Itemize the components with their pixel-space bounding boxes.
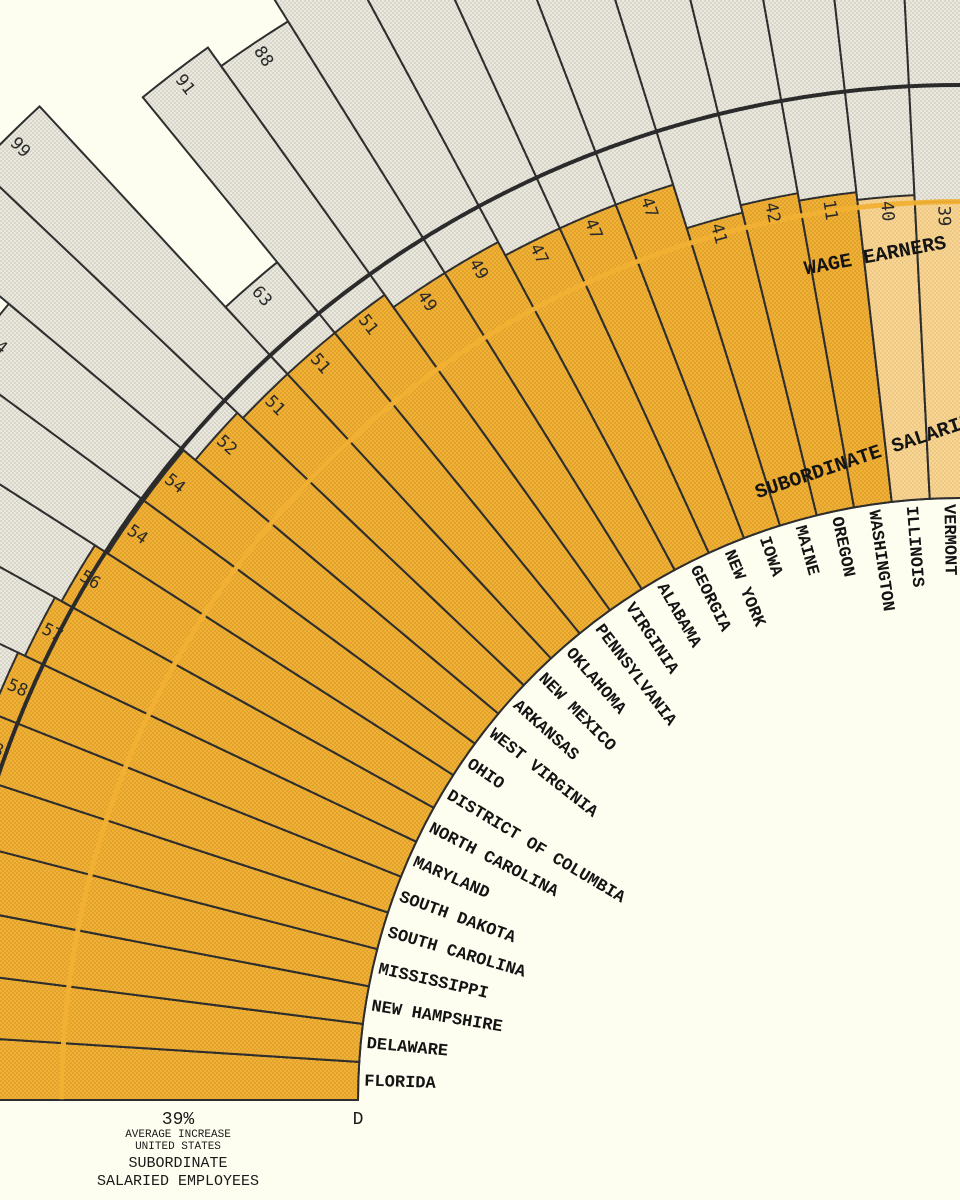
- salaried-bar-delaware: [0, 976, 364, 1063]
- state-label-maine: MAINE: [790, 524, 822, 578]
- state-label-delaware: DELAWARE: [366, 1035, 449, 1062]
- bars-layer: [0, 0, 960, 1101]
- salaried-bar-south-carolina: [0, 784, 390, 951]
- state-label-washington: WASHINGTON: [863, 509, 897, 613]
- average-value-label: 39%: [162, 1110, 195, 1130]
- salaried-value-vermont: 39: [933, 206, 953, 227]
- average-wage-arc: [0, 83, 960, 777]
- salaried-bar-south-dakota: [0, 715, 403, 914]
- average-line2: UNITED STATES: [135, 1141, 221, 1153]
- state-label-ohio: OHIO: [463, 756, 507, 795]
- average-line1: AVERAGE INCREASE: [125, 1129, 231, 1141]
- salaried-bar-florida: [0, 1038, 361, 1101]
- average-line3: SUBORDINATE: [128, 1155, 227, 1172]
- wage-value-west-virginia: 84: [0, 330, 11, 358]
- average-line4: SALARIED EMPLOYEES: [97, 1173, 259, 1190]
- overlay-layer: [0, 83, 960, 1101]
- average-salaried-arc: [59, 199, 960, 1101]
- salaried-bar-mississippi: [0, 850, 379, 988]
- state-label-vermont: VERMONT: [938, 504, 958, 576]
- salaried-bar-new-hampshire: [0, 914, 371, 1026]
- salaried-value-oregon: 42: [760, 201, 784, 225]
- state-label-florida: FLORIDA: [364, 1073, 437, 1094]
- state-label-iowa: IOWA: [754, 534, 786, 580]
- salaried-value-illinois: 40: [876, 200, 898, 222]
- state-label-new-hampshire: NEW HAMPSHIRE: [370, 998, 504, 1038]
- axis-end-label: D: [353, 1110, 364, 1130]
- footer-layer: 39% AVERAGE INCREASE UNITED STATES SUBOR…: [97, 1110, 363, 1190]
- salaried-value-washington: 11: [818, 199, 841, 222]
- state-label-oregon: OREGON: [826, 515, 857, 579]
- state-label-illinois: ILLINOIS: [901, 505, 927, 588]
- salaried-value-south-dakota: 58: [0, 736, 6, 762]
